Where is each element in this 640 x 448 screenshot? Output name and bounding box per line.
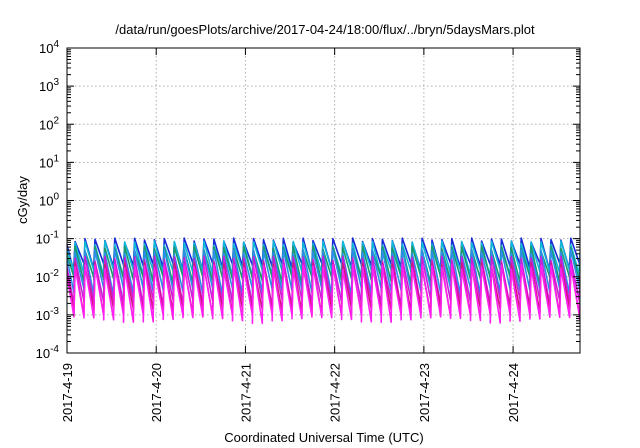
y-axis-title: cGy/day — [15, 176, 30, 224]
x-tick-label: 2017-4-24 — [506, 363, 521, 422]
chart-title: /data/run/goesPlots/archive/2017-04-24/1… — [115, 22, 535, 37]
y-tick-label: 104 — [39, 39, 59, 56]
y-tick-label: 101 — [39, 153, 59, 170]
x-axis-title: Coordinated Universal Time (UTC) — [224, 430, 423, 445]
y-tick-label: 102 — [39, 115, 59, 132]
x-tick-label: 2017-4-21 — [238, 363, 253, 422]
y-tick-label: 10-4 — [36, 344, 60, 361]
y-tick-label: 100 — [39, 192, 59, 209]
axis-ticks: 10-4 10-3 10-2 10-1 100 101 102 103 104 2017-4-19… — [36, 39, 580, 422]
x-tick-label: 2017-4-22 — [328, 363, 343, 422]
x-tick-label: 2017-4-20 — [149, 363, 164, 422]
x-tick-label: 2017-4-23 — [417, 363, 432, 422]
series-line — [67, 263, 580, 325]
y-tick-label: 10-1 — [36, 230, 60, 247]
y-tick-label: 10-3 — [36, 306, 60, 323]
y-tick-label: 103 — [39, 77, 59, 94]
x-tick-label: 2017-4-19 — [60, 363, 75, 422]
y-tick-label: 10-2 — [36, 268, 60, 285]
data-series — [67, 237, 580, 325]
